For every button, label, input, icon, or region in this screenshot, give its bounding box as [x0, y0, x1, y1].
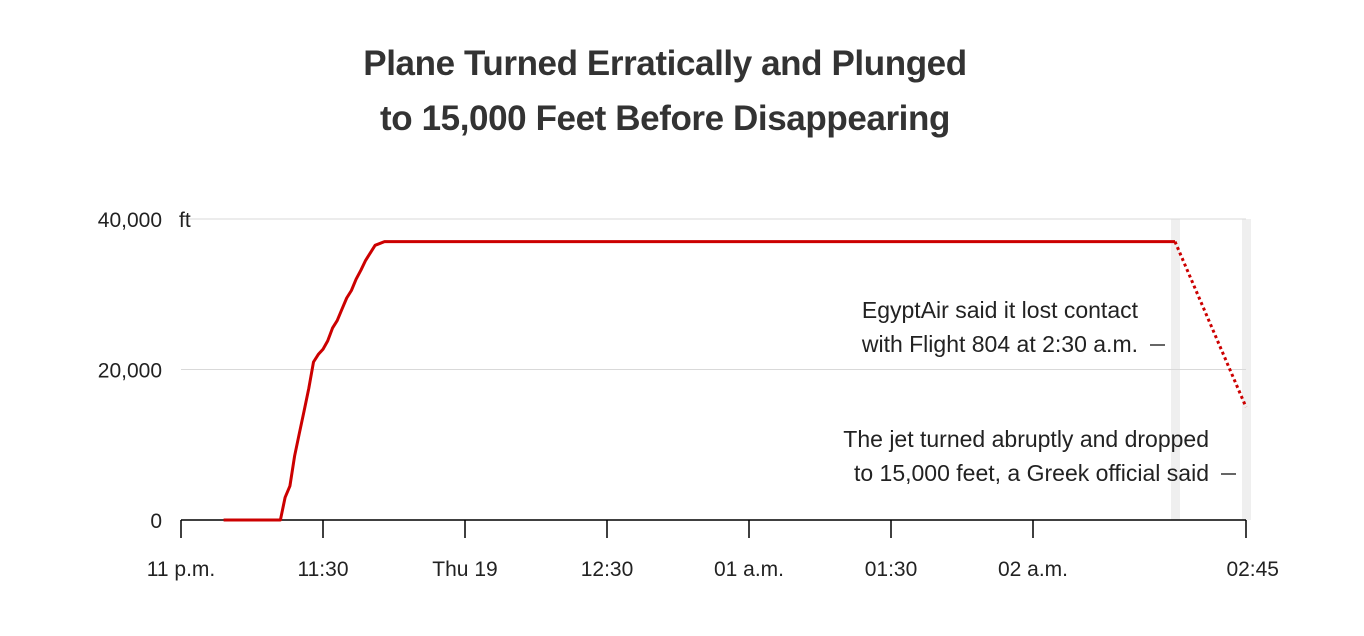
annotation-1-line-1: EgyptAir said it lost contact [862, 297, 1139, 323]
x-tick-label: 01:30 [865, 558, 918, 581]
x-tick-label: 02:45 [1226, 558, 1279, 581]
x-tick-label: 01 a.m. [714, 558, 784, 581]
x-tick-label: 11:30 [298, 558, 349, 581]
y-tick-label: 20,000 [98, 360, 162, 383]
annotation-2-line-2: to 15,000 feet, a Greek official said [854, 460, 1209, 486]
x-tick-label: Thu 19 [432, 558, 497, 581]
altitude-line-estimated [1173, 241, 1248, 408]
y-unit-label: ft [179, 209, 191, 232]
x-tick-label: 02 a.m. [998, 558, 1068, 581]
title-line-1: Plane Turned Erratically and Plunged [363, 44, 967, 83]
event-band-2 [1242, 219, 1251, 520]
annotation-2-line-1: The jet turned abruptly and dropped [843, 426, 1209, 452]
altitude-line [223, 240, 1175, 522]
title-line-2: to 15,000 Feet Before Disappearing [380, 99, 950, 138]
y-tick-label: 0 [150, 510, 162, 533]
x-tick-label: 12:30 [581, 558, 634, 581]
x-tick-label: 11 p.m. [147, 558, 215, 581]
chart-title: Plane Turned Erratically and Plunged to … [0, 36, 1330, 146]
annotation-1-line-2: with Flight 804 at 2:30 a.m. [861, 331, 1138, 357]
y-tick-label: 40,000 [98, 209, 162, 232]
